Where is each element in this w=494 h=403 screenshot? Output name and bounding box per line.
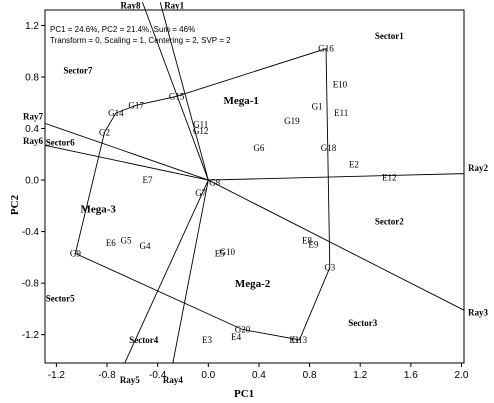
ray-label: Ray2 — [468, 163, 488, 173]
y-axis-title: PC2 — [9, 194, 21, 215]
ray-line — [124, 179, 209, 364]
genotype-label: G14 — [108, 108, 124, 118]
environment-label: E8 — [302, 236, 312, 246]
genotype-label: G4 — [140, 241, 151, 251]
sector-label: Sector6 — [46, 138, 75, 148]
environment-label: E6 — [106, 238, 116, 248]
genotype-label: G2 — [99, 127, 110, 137]
y-tick-label: 1.2 — [25, 21, 39, 32]
origin-genotype-label: G8 — [209, 178, 220, 188]
y-tick-label: -1.2 — [22, 330, 40, 341]
x-tick-label: 2.0 — [455, 370, 469, 381]
sector-label: Sector2 — [375, 216, 404, 226]
ray-label: Ray1 — [164, 1, 184, 11]
x-tick-label: -0.8 — [98, 370, 116, 381]
ray-layer: Ray1 Ray8 Ray7 Ray6 Ray5 Ray4 Ray3 Ray2 — [23, 1, 488, 385]
info-line-1: PC1 = 24.6%, PC2 = 21.4%, Sum = 46% — [50, 25, 195, 34]
genotype-label: G5 — [121, 236, 132, 246]
plot-frame — [44, 9, 465, 364]
polygon-layer — [74, 48, 331, 341]
environment-label: E2 — [349, 160, 359, 170]
sector-label: Sector4 — [129, 335, 158, 345]
y-tick-label: 0.8 — [25, 72, 39, 83]
mega-environment-label: Mega-1 — [223, 95, 258, 107]
y-tick-label: -0.4 — [22, 227, 40, 238]
environment-label: E1 — [289, 335, 299, 345]
ray-line — [159, 2, 209, 181]
genotype-label: G1 — [312, 102, 323, 112]
genotype-label: G15 — [169, 91, 185, 101]
ray-label: Ray8 — [120, 1, 140, 11]
genotype-label: G10 — [220, 247, 236, 257]
ray-line — [44, 122, 209, 181]
genotype-label: G20 — [235, 325, 251, 335]
y-tick-label: 0.0 — [25, 176, 39, 187]
convex-hull-polygon — [74, 48, 331, 341]
x-tick-label: -0.4 — [149, 370, 167, 381]
genotype-label: G7 — [195, 188, 206, 198]
genotype-label: G6 — [253, 143, 264, 153]
genotype-label: G3 — [324, 263, 335, 273]
sector-label: Sector5 — [46, 294, 75, 304]
environment-label: E9 — [308, 239, 318, 249]
y-axis: -1.2 -0.8 -0.4 0.0 0.4 0.8 1.2 — [22, 21, 45, 341]
environment-label: E3 — [202, 335, 212, 345]
y-tick-label: -0.8 — [22, 279, 40, 290]
info-line-2: Transform = 0, Scaling = 1, Centering = … — [50, 36, 231, 45]
x-axis-title: PC1 — [234, 388, 254, 400]
genotype-label: G9 — [70, 248, 81, 258]
mega-environment-label: Mega-2 — [235, 278, 271, 290]
environment-label: E10 — [333, 80, 348, 90]
genotype-label: G11 — [193, 120, 208, 130]
sector-label: Sector3 — [348, 318, 377, 328]
ray-line — [172, 179, 209, 364]
mega-environment-label: Mega-3 — [80, 203, 116, 215]
genotype-label: G16 — [318, 44, 334, 54]
x-tick-label: 0.4 — [252, 370, 266, 381]
ray-label: Ray6 — [23, 136, 43, 146]
ray-label: Ray5 — [120, 375, 140, 385]
y-tick-label: 0.4 — [25, 124, 39, 135]
genotype-label: G17 — [128, 100, 144, 110]
genotype-label: G18 — [321, 143, 337, 153]
x-axis: -1.2 -0.8 -0.4 0.0 0.4 0.8 1.2 1.6 2.0 — [48, 363, 469, 381]
ray-line — [142, 2, 209, 181]
info-box: PC1 = 24.6%, PC2 = 21.4%, Sum = 46% Tran… — [50, 25, 231, 45]
ray-line — [44, 144, 209, 181]
ray-line — [208, 173, 465, 181]
x-tick-label: 0.0 — [201, 370, 215, 381]
x-tick-label: -1.2 — [48, 370, 66, 381]
sector-label: Sector7 — [63, 66, 92, 76]
genotype-label: G12 — [193, 126, 209, 136]
environment-label: E7 — [143, 175, 153, 185]
ray-label: Ray3 — [468, 307, 488, 317]
sector-label: Sector1 — [375, 31, 404, 41]
ray-label: Ray7 — [23, 112, 43, 122]
environment-label: E11 — [334, 108, 348, 118]
x-tick-label: 0.8 — [303, 370, 317, 381]
environment-label: E4 — [231, 332, 241, 342]
ray-line — [208, 179, 465, 311]
x-tick-label: 1.2 — [353, 370, 367, 381]
x-tick-label: 1.6 — [404, 370, 418, 381]
environment-label: E12 — [382, 172, 397, 182]
ray-label: Ray4 — [163, 375, 183, 385]
genotype-label: G13 — [292, 335, 308, 345]
genotype-label: G19 — [284, 116, 300, 126]
environment-label: E5 — [215, 248, 225, 258]
